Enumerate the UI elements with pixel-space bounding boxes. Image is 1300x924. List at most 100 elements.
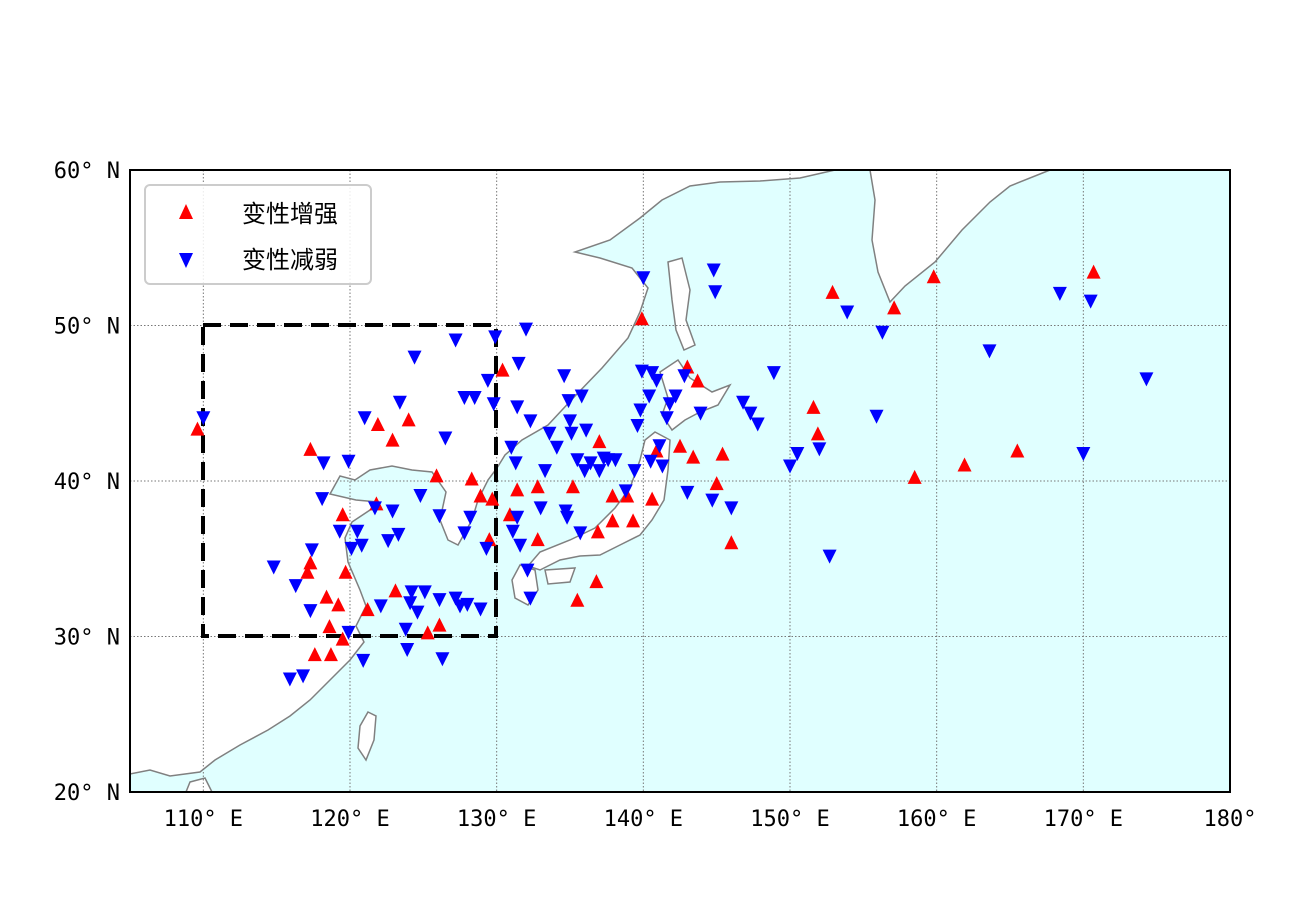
marker-increase bbox=[724, 535, 739, 550]
marker-decrease bbox=[467, 391, 482, 406]
marker-decrease bbox=[645, 366, 660, 381]
marker-increase bbox=[709, 476, 724, 491]
marker-decrease bbox=[822, 549, 837, 564]
marker-decrease bbox=[356, 653, 371, 668]
marker-increase bbox=[590, 524, 605, 539]
marker-decrease bbox=[510, 400, 525, 415]
marker-decrease bbox=[1076, 447, 1091, 462]
marker-decrease bbox=[523, 414, 538, 429]
marker-decrease bbox=[677, 369, 692, 384]
marker-decrease bbox=[316, 456, 331, 471]
marker-increase bbox=[570, 592, 585, 607]
marker-increase bbox=[926, 269, 941, 284]
marker-increase bbox=[887, 300, 902, 315]
marker-decrease bbox=[473, 602, 488, 617]
marker-decrease bbox=[736, 395, 751, 410]
x-tick-label: 110° E bbox=[164, 807, 243, 832]
marker-decrease bbox=[642, 389, 657, 404]
marker-decrease bbox=[510, 510, 525, 525]
marker-decrease bbox=[668, 389, 683, 404]
marker-increase bbox=[510, 482, 525, 497]
marker-increase bbox=[502, 507, 517, 522]
marker-increase bbox=[907, 469, 922, 484]
marker-decrease bbox=[652, 439, 667, 454]
marker-decrease bbox=[392, 395, 407, 410]
marker-decrease bbox=[391, 527, 406, 542]
x-tick-label: 130° E bbox=[457, 807, 536, 832]
marker-decrease bbox=[766, 366, 781, 381]
marker-increase bbox=[634, 311, 649, 326]
marker-decrease bbox=[354, 538, 369, 553]
marker-increase bbox=[360, 602, 375, 617]
marker-decrease bbox=[460, 597, 475, 612]
marker-decrease bbox=[724, 501, 739, 516]
marker-increase bbox=[420, 625, 435, 640]
marker-decrease bbox=[579, 423, 594, 438]
marker-decrease bbox=[520, 563, 535, 578]
y-tick-label: 30° N bbox=[54, 626, 120, 651]
marker-decrease bbox=[303, 604, 318, 619]
marker-decrease bbox=[404, 585, 419, 600]
marker-increase bbox=[335, 631, 350, 646]
marker-decrease bbox=[573, 526, 588, 541]
marker-increase bbox=[626, 513, 641, 528]
marker-increase bbox=[432, 617, 447, 632]
marker-increase bbox=[1010, 443, 1025, 458]
marker-increase bbox=[825, 284, 840, 299]
marker-decrease bbox=[523, 591, 538, 606]
marker-increase bbox=[335, 507, 350, 522]
marker-decrease bbox=[708, 285, 723, 300]
marker-increase bbox=[686, 449, 701, 464]
marker-decrease bbox=[649, 373, 664, 388]
marker-decrease bbox=[508, 456, 523, 471]
marker-increase bbox=[589, 574, 604, 589]
marker-decrease bbox=[840, 305, 855, 320]
marker-decrease bbox=[634, 364, 649, 379]
marker-decrease bbox=[315, 492, 330, 507]
marker-increase bbox=[565, 479, 580, 494]
legend-label-decrease: 变性减弱 bbox=[242, 246, 338, 274]
marker-decrease bbox=[533, 501, 548, 516]
marker-decrease bbox=[403, 596, 418, 611]
marker-decrease bbox=[410, 605, 425, 620]
marker-decrease bbox=[344, 541, 359, 556]
marker-decrease bbox=[304, 543, 319, 558]
marker-decrease bbox=[574, 389, 589, 404]
marker-decrease bbox=[630, 419, 645, 434]
marker-decrease bbox=[812, 442, 827, 457]
marker-decrease bbox=[564, 426, 579, 441]
marker-decrease bbox=[448, 333, 463, 348]
marker-increase bbox=[429, 468, 444, 483]
marker-decrease bbox=[357, 411, 372, 426]
marker-decrease bbox=[505, 524, 520, 539]
marker-decrease bbox=[341, 625, 356, 640]
marker-decrease bbox=[655, 459, 670, 474]
marker-increase bbox=[464, 471, 479, 486]
marker-decrease bbox=[563, 414, 577, 429]
marker-decrease bbox=[570, 453, 585, 468]
marker-decrease bbox=[504, 440, 519, 455]
marker-increase bbox=[473, 488, 488, 503]
marker-decrease bbox=[636, 271, 651, 286]
marker-decrease bbox=[790, 447, 805, 462]
x-tick-label: 170° E bbox=[1044, 807, 1123, 832]
marker-decrease bbox=[432, 593, 447, 608]
marker-increase bbox=[605, 488, 620, 503]
marker-decrease bbox=[705, 493, 720, 508]
marker-decrease bbox=[557, 369, 572, 384]
marker-decrease bbox=[982, 344, 997, 359]
y-tick-label: 60° N bbox=[54, 159, 120, 184]
y-tick-label: 40° N bbox=[54, 470, 120, 495]
marker-decrease bbox=[448, 591, 463, 606]
marker-decrease bbox=[577, 464, 592, 479]
marker-increase bbox=[645, 491, 660, 506]
axis-ticks: 110° E 120° E 130° E 140° E 150° E 160° E 170°… bbox=[54, 159, 1257, 832]
marker-increase bbox=[649, 443, 664, 458]
marker-decrease bbox=[288, 579, 303, 594]
marker-decrease bbox=[627, 464, 642, 479]
x-tick-label: 140° E bbox=[604, 807, 683, 832]
marker-decrease bbox=[381, 534, 396, 549]
y-tick-label: 20° N bbox=[54, 781, 120, 806]
legend-label-increase: 变性增强 bbox=[242, 200, 338, 228]
marker-decrease bbox=[457, 391, 472, 406]
